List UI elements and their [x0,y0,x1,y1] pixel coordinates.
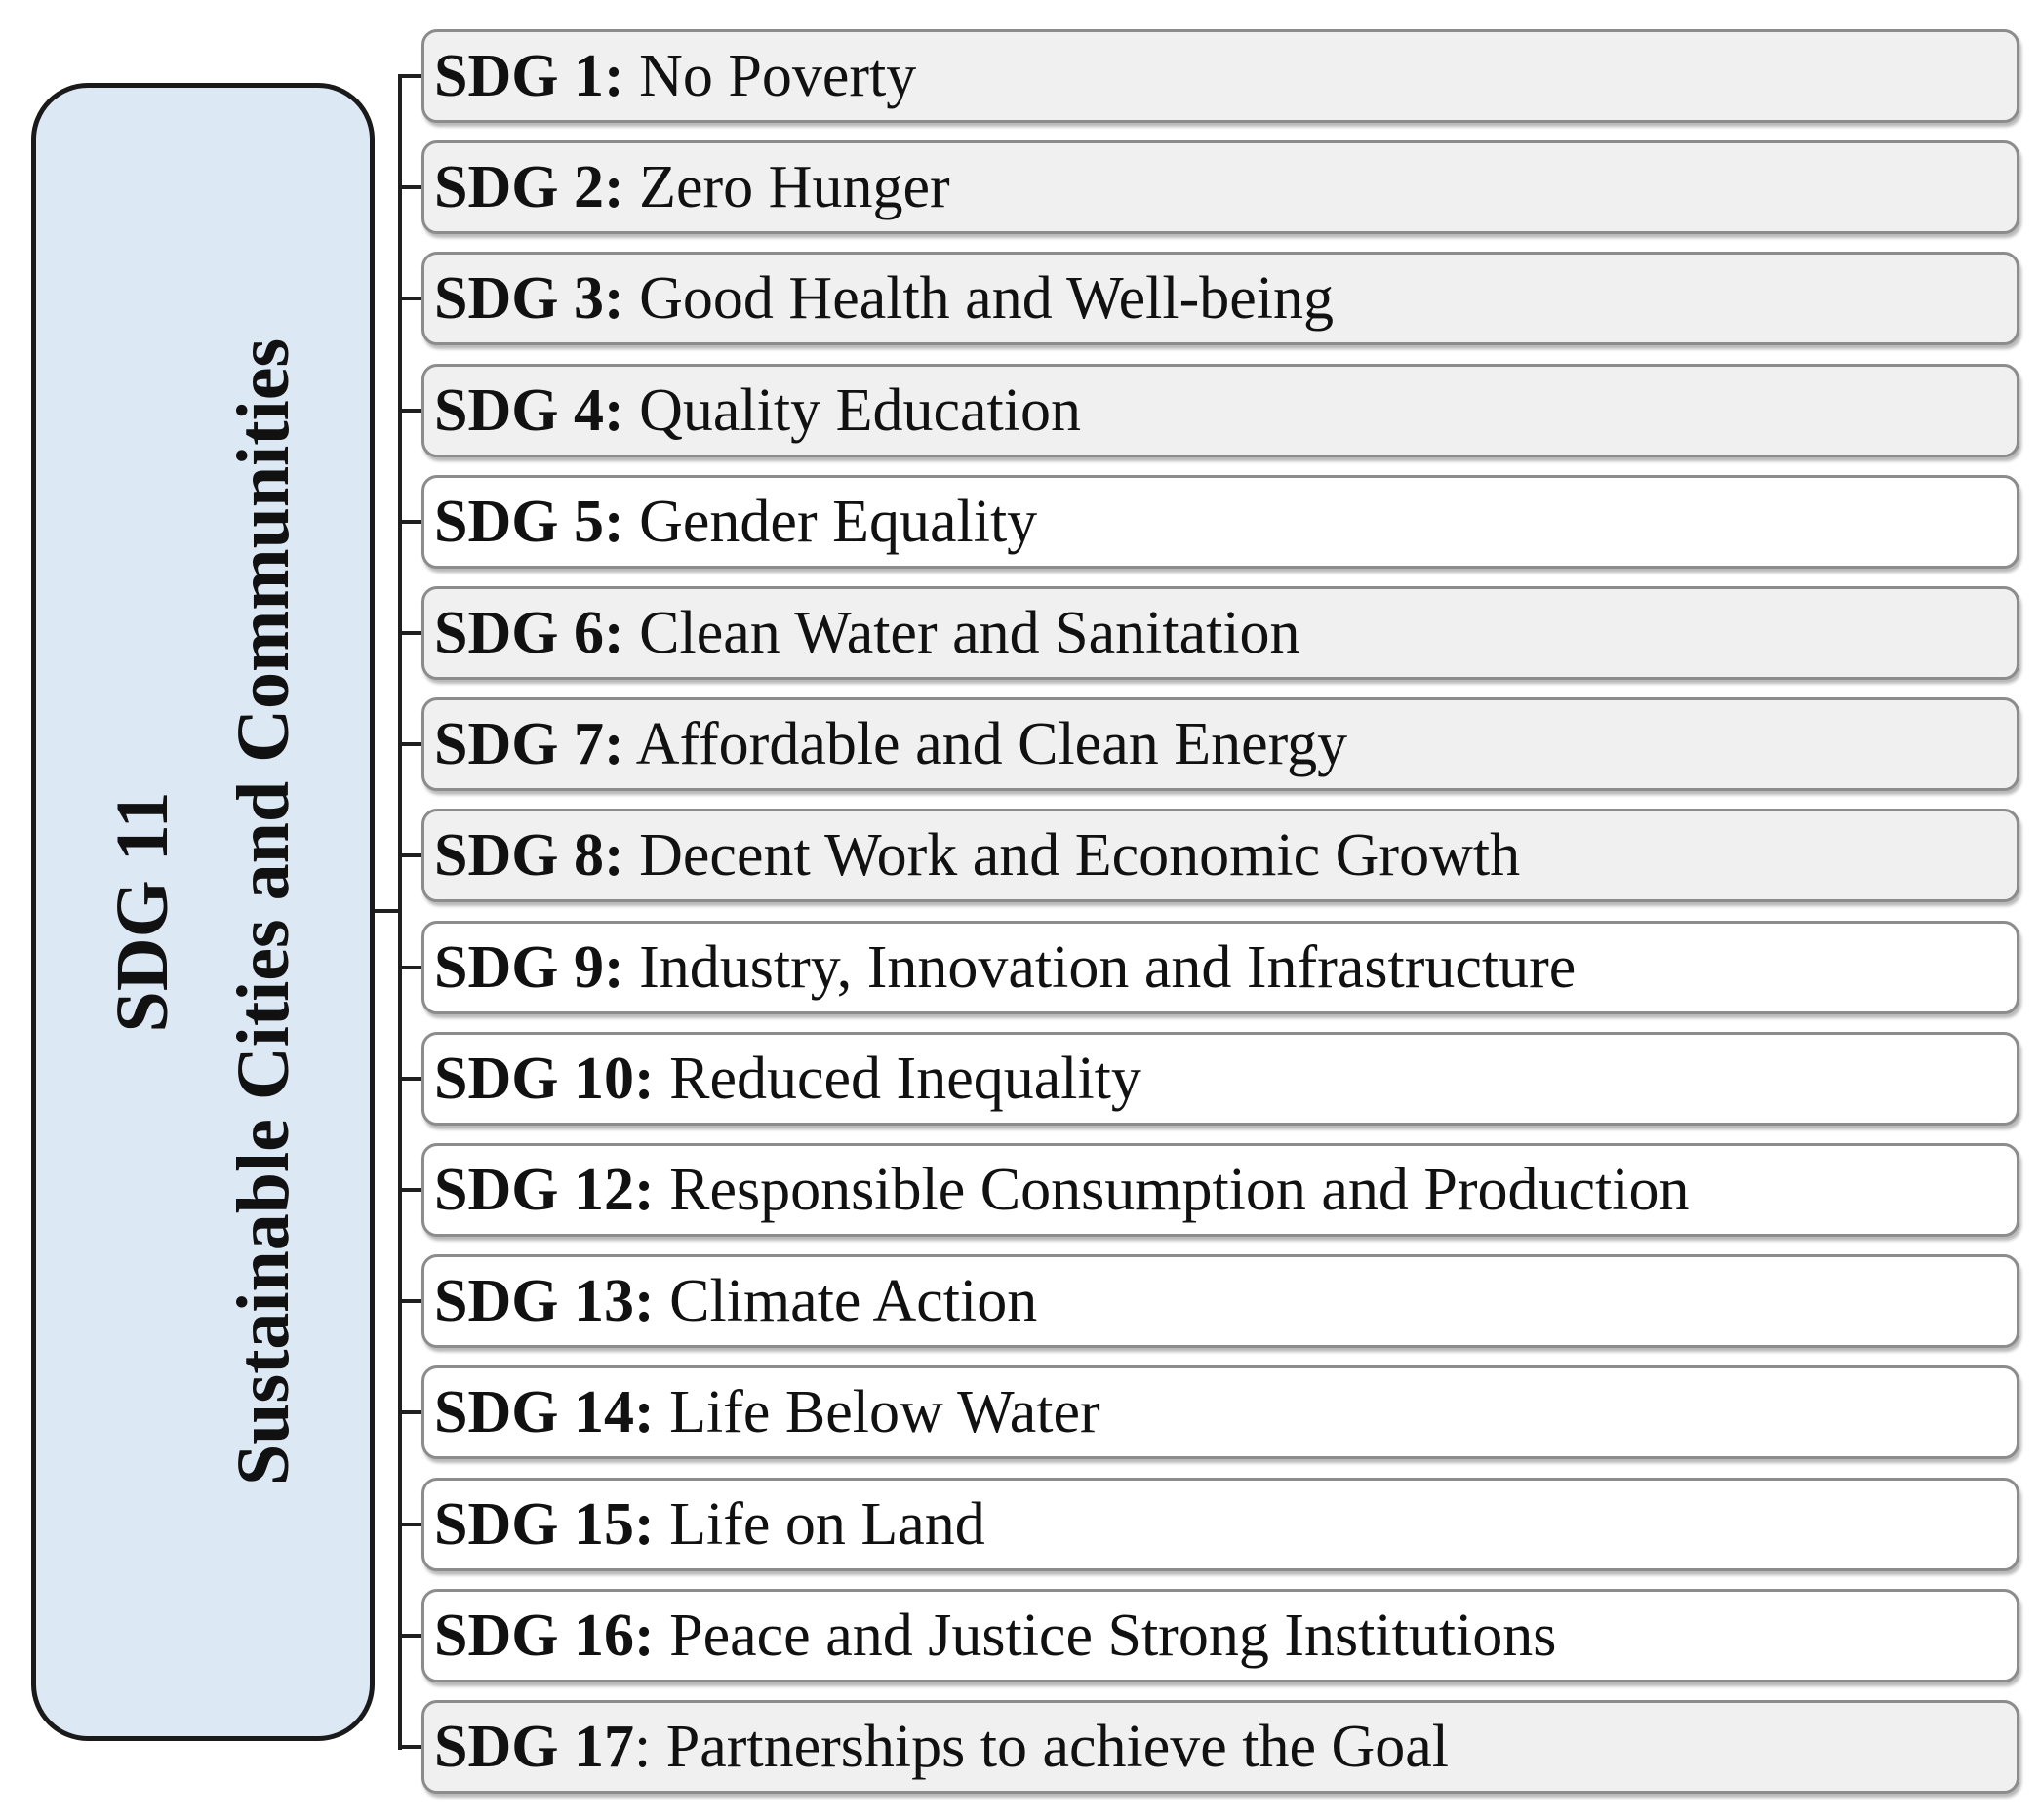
sdg-item-code: SDG 10 [434,1045,634,1112]
sdg-item-label: Industry, Innovation and Infrastructure [623,933,1577,1001]
sdg-item-separator: : [633,1602,655,1669]
central-goal-code: SDG 11 [101,791,183,1033]
sdg-item-label: Responsible Consumption and Production [654,1156,1690,1223]
sdg-item-label: Gender Equality [623,488,1038,555]
connector-branch [398,966,423,969]
sdg-item-code: SDG 8 [434,821,604,889]
sdg-item-separator: : [603,153,624,220]
sdg-item-label: Life Below Water [654,1378,1100,1445]
sdg-item-box: SDG 7: Affordable and Clean Energy [421,697,2019,791]
sdg-item-box: SDG 14: Life Below Water [421,1365,2019,1459]
sdg-item-box: SDG 15: Life on Land [421,1478,2019,1571]
connector-branch [398,1188,423,1192]
sdg-item-code: SDG 12 [434,1156,634,1223]
connector-branch [398,1077,423,1081]
central-goal-box: SDG 11 Sustainable Cities and Communitie… [31,83,375,1741]
sdg-item-separator: : [603,821,624,889]
sdg-item-label: Affordable and Clean Energy [623,710,1348,777]
sdg-item-label: No Poverty [623,42,917,109]
sdg-item-label: Good Health and Well-being [623,264,1334,332]
sdg-item-box: SDG 9: Industry, Innovation and Infrastr… [421,921,2019,1014]
connector-branch [398,631,423,635]
sdg-item-label: Climate Action [654,1267,1038,1334]
sdg-item-code: SDG 1 [434,42,604,109]
sdg-item-separator: : [633,1490,655,1558]
sdg-item-code: SDG 7 [434,710,604,777]
sdg-item-code: SDG 14 [434,1378,634,1445]
sdg-item-code: SDG 6 [434,599,604,666]
sdg-item-box: SDG 16: Peace and Justice Strong Institu… [421,1589,2019,1682]
sdg-item-separator: : [603,710,624,777]
sdg-item-separator: : [633,1045,655,1112]
sdg-item-code: SDG 9 [434,933,604,1001]
central-goal-text: SDG 11 Sustainable Cities and Communitie… [82,102,324,1721]
sdg-item-code: SDG 2 [434,153,604,220]
sdg-item-label: Clean Water and Sanitation [623,599,1300,666]
sdg-item-label: Zero Hunger [623,153,950,220]
sdg-item-code: SDG 15 [434,1490,634,1558]
connector-branch [398,520,423,524]
sdg-item-code: SDG 16 [434,1602,634,1669]
connector-branch [398,1745,423,1749]
sdg-item-separator: : [603,264,624,332]
sdg-item-separator: : [603,599,624,666]
connector-branch [398,409,423,413]
sdg-item-separator: : [603,376,624,444]
sdg-item-label: Reduced Inequality [654,1045,1141,1112]
sdg-item-box: SDG 10: Reduced Inequality [421,1032,2019,1126]
sdg-item-code: SDG 3 [434,264,604,332]
sdg-item-box: SDG 1: No Poverty [421,29,2019,123]
sdg-item-label: Peace and Justice Strong Institutions [654,1602,1557,1669]
sdg-item-code: SDG 17 [434,1713,634,1780]
sdg-item-separator: : [633,1267,655,1334]
sdg-item-label: Decent Work and Economic Growth [623,821,1521,889]
sdg-item-code: SDG 5 [434,488,604,555]
sdg-item-separator: : [633,1378,655,1445]
sdg-item-box: SDG 2: Zero Hunger [421,140,2019,234]
connector-trunk [398,76,402,1750]
sdg-item-box: SDG 12: Responsible Consumption and Prod… [421,1143,2019,1237]
sdg-item-label: Quality Education [623,376,1081,444]
sdg-item-label: Partnerships to achieve the Goal [651,1713,1450,1780]
connector-branch [398,74,423,78]
sdg-item-code: SDG 4 [434,376,604,444]
sdg-item-box: SDG 4: Quality Education [421,364,2019,457]
sdg-item-separator: : [603,933,624,1001]
connector-branch [398,1299,423,1303]
sdg-item-label: Life on Land [654,1490,985,1558]
connector-branch [398,742,423,746]
sdg-item-separator: : [603,42,624,109]
sdg-item-separator: : [633,1713,652,1780]
central-goal-title: Sustainable Cities and Communities [222,337,304,1486]
sdg-item-box: SDG 3: Good Health and Well-being [421,252,2019,345]
sdg-item-box: SDG 6: Clean Water and Sanitation [421,586,2019,680]
connector-branch [398,297,423,300]
sdg-item-separator: : [603,488,624,555]
connector-branch [398,185,423,189]
sdg-item-box: SDG 5: Gender Equality [421,475,2019,569]
sdg-item-box: SDG 13: Climate Action [421,1254,2019,1348]
connector-stub [375,909,400,913]
sdg-item-box: SDG 17: Partnerships to achieve the Goal [421,1700,2019,1794]
connector-branch [398,853,423,857]
connector-branch [398,1523,423,1526]
sdg-item-separator: : [633,1156,655,1223]
connector-branch [398,1634,423,1638]
sdg-item-box: SDG 8: Decent Work and Economic Growth [421,809,2019,902]
connector-branch [398,1410,423,1414]
sdg-item-code: SDG 13 [434,1267,634,1334]
